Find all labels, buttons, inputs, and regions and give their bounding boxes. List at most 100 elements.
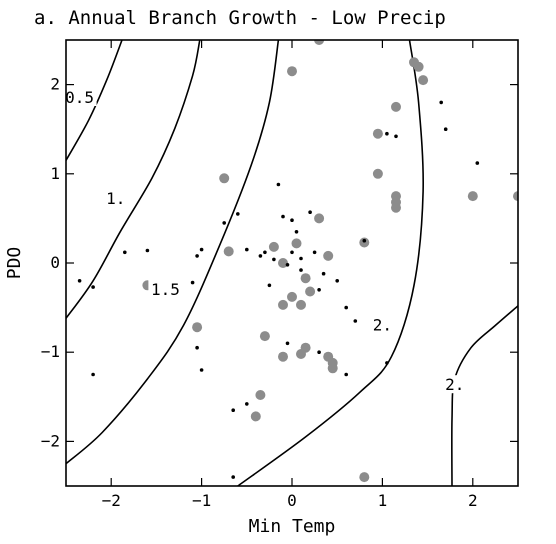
large-gray-point-14 — [314, 213, 325, 224]
small-black-point-42 — [231, 408, 235, 413]
small-black-point-32 — [317, 288, 321, 292]
x-tick-label-3: 1 — [378, 491, 388, 510]
large-gray-point-7 — [372, 168, 383, 179]
axis-ticks: −2 −1 0 1 2 −2 −1 0 1 2 — [41, 40, 518, 510]
large-gray-point-11 — [391, 202, 401, 213]
contour-line-4 — [451, 305, 518, 486]
small-black-point-17 — [290, 250, 294, 255]
large-gray-point-12 — [467, 191, 478, 202]
x-tick-label-2: 0 — [287, 491, 297, 510]
small-black-point-12 — [362, 238, 367, 243]
x-axis-label: Min Temp — [249, 516, 336, 537]
x-tick-label-1: −1 — [192, 491, 211, 510]
small-black-point-36 — [285, 341, 290, 346]
large-gray-point-8 — [219, 173, 230, 184]
small-black-point-34 — [353, 319, 358, 323]
large-gray-point-36 — [250, 411, 261, 422]
contour-label-0: 0.5 — [65, 88, 94, 107]
large-gray-point-19 — [323, 250, 334, 261]
small-black-point-14 — [195, 254, 199, 258]
large-gray-point-5 — [391, 101, 401, 112]
large-gray-point-37 — [359, 472, 370, 483]
small-black-point-26 — [321, 271, 326, 276]
large-gray-point-23 — [305, 286, 316, 297]
small-black-point-1 — [443, 127, 448, 131]
small-black-point-25 — [299, 268, 303, 272]
y-tick-label-3: 1 — [50, 164, 60, 183]
plot-area: 0.5 1. 1.5 2. 2. — [62, 40, 518, 486]
y-tick-label-2: 0 — [50, 253, 60, 272]
y-tick-label-4: 2 — [50, 75, 60, 94]
large-gray-point-21 — [300, 273, 311, 284]
contour-line-3 — [237, 40, 425, 486]
small-black-point-5 — [276, 182, 281, 187]
large-gray-point-1 — [287, 66, 297, 77]
small-black-point-41 — [199, 368, 204, 372]
small-black-point-6 — [236, 212, 240, 216]
x-tick-label-0: −2 — [102, 491, 121, 510]
small-black-point-31 — [335, 279, 340, 283]
small-black-point-35 — [195, 345, 199, 350]
small-black-point-43 — [245, 402, 249, 406]
large-gray-point-27 — [192, 322, 203, 333]
contour-line-1 — [66, 40, 201, 319]
contour-line-2 — [66, 40, 280, 465]
small-black-point-16 — [263, 250, 267, 255]
large-gray-point-28 — [259, 331, 270, 342]
small-black-point-13 — [199, 247, 204, 252]
small-black-point-29 — [190, 280, 195, 285]
small-black-point-40 — [91, 372, 95, 377]
x-tick-label-4: 2 — [468, 491, 478, 510]
small-black-point-0 — [439, 100, 444, 105]
plot-frame — [65, 39, 519, 487]
large-gray-point-31 — [278, 351, 288, 362]
small-black-point-28 — [91, 285, 95, 289]
y-axis-label: PDO — [4, 247, 25, 280]
large-gray-point-13 — [513, 191, 518, 202]
large-gray-point-16 — [291, 238, 302, 249]
small-black-point-37 — [317, 350, 321, 355]
contour-label-bg-2 — [148, 279, 183, 298]
small-black-point-18 — [312, 250, 317, 255]
small-black-point-3 — [394, 134, 398, 139]
contour-label-1: 1. — [106, 189, 125, 208]
small-black-point-4 — [475, 161, 480, 165]
large-gray-point-17 — [268, 241, 279, 252]
small-black-point-15 — [245, 247, 249, 252]
large-gray-point-3 — [413, 61, 424, 72]
large-gray-point-35 — [255, 390, 266, 400]
large-gray-point-26 — [296, 299, 306, 310]
large-gray-point-34 — [327, 363, 338, 374]
small-black-point-10 — [222, 221, 226, 225]
small-black-point-38 — [344, 372, 349, 377]
large-gray-point-20 — [278, 258, 288, 268]
small-black-point-33 — [344, 305, 349, 310]
small-black-point-39 — [385, 361, 389, 365]
y-tick-label-1: −1 — [41, 342, 60, 361]
large-gray-point-4 — [418, 75, 429, 86]
contour-label-bg-0 — [62, 88, 97, 106]
small-black-point-19 — [299, 256, 303, 261]
small-black-point-22 — [258, 254, 263, 258]
small-black-point-7 — [281, 214, 285, 219]
small-black-point-27 — [77, 279, 82, 283]
contour-label-2: 1.5 — [151, 280, 180, 299]
large-gray-point-0 — [314, 40, 325, 45]
small-black-point-2 — [385, 131, 389, 136]
large-gray-point-6 — [372, 128, 383, 139]
small-black-point-24 — [285, 263, 290, 267]
plot-clip-group — [66, 40, 518, 486]
small-black-point-23 — [272, 257, 276, 262]
contour-label-bg-3 — [370, 315, 395, 334]
large-gray-point-25 — [278, 299, 288, 310]
contour-label-4: 2. — [445, 375, 464, 394]
large-gray-point-18 — [223, 246, 234, 257]
small-black-point-9 — [308, 210, 312, 214]
large-gray-point-30 — [296, 349, 306, 359]
small-black-point-44 — [231, 475, 235, 479]
small-black-point-11 — [294, 230, 299, 234]
contour-line-0 — [66, 40, 123, 161]
small-black-point-20 — [123, 250, 127, 255]
small-black-point-21 — [145, 248, 150, 253]
